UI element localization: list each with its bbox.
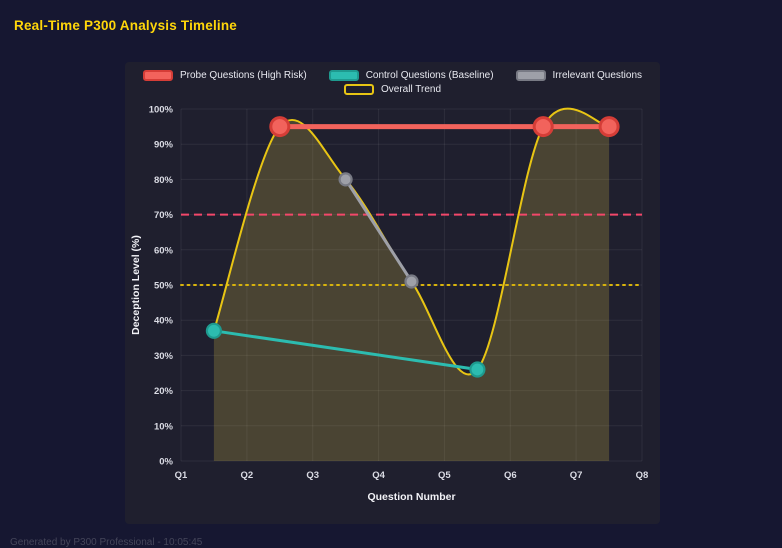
- svg-text:Q6: Q6: [504, 470, 517, 481]
- legend-swatch-irrelevant: [515, 70, 546, 81]
- svg-text:Q7: Q7: [570, 470, 583, 481]
- svg-text:40%: 40%: [154, 316, 174, 327]
- legend-label-trend: Overall Trend: [380, 84, 442, 95]
- svg-text:Q5: Q5: [438, 470, 451, 481]
- svg-text:20%: 20%: [154, 386, 174, 397]
- timeline-line-chart: 0% 10% 20% 30% 40% 50% 60% 70% 80% 90% 100% Q1 Q2 Q3 Q…: [125, 97, 660, 512]
- svg-text:60%: 60%: [154, 245, 174, 256]
- svg-text:70%: 70%: [154, 210, 174, 221]
- chart-legend: Probe Questions (High Risk) Control Ques…: [142, 70, 643, 95]
- svg-text:Q2: Q2: [241, 470, 254, 481]
- svg-text:Question Number: Question Number: [367, 491, 455, 503]
- legend-item-probe-questions[interactable]: Probe Questions (High Risk): [142, 70, 307, 81]
- page-title: Real-Time P300 Analysis Timeline: [14, 18, 238, 33]
- legend-swatch-control: [328, 70, 359, 81]
- footer-note: Generated by P300 Professional - 10:05:4…: [10, 537, 203, 548]
- chart-panel: Probe Questions (High Risk) Control Ques…: [125, 62, 660, 524]
- legend-row-2: Overall Trend: [343, 84, 442, 95]
- svg-text:Q4: Q4: [372, 470, 385, 481]
- legend-item-control-questions[interactable]: Control Questions (Baseline): [328, 70, 494, 81]
- svg-text:Deception Level (%): Deception Level (%): [130, 235, 142, 335]
- legend-item-irrelevant-questions[interactable]: Irrelevant Questions: [515, 70, 643, 81]
- svg-text:10%: 10%: [154, 421, 174, 432]
- legend-label-irrelevant: Irrelevant Questions: [552, 70, 643, 81]
- legend-label-control: Control Questions (Baseline): [365, 70, 494, 81]
- svg-text:50%: 50%: [154, 281, 174, 292]
- legend-swatch-trend: [343, 84, 374, 95]
- legend-swatch-probe: [142, 70, 173, 81]
- legend-label-probe: Probe Questions (High Risk): [179, 70, 307, 81]
- svg-text:100%: 100%: [149, 105, 174, 116]
- svg-text:Q3: Q3: [306, 470, 319, 481]
- legend-row-1: Probe Questions (High Risk) Control Ques…: [142, 70, 643, 81]
- svg-text:Q8: Q8: [636, 470, 649, 481]
- svg-text:30%: 30%: [154, 351, 174, 362]
- legend-item-overall-trend[interactable]: Overall Trend: [343, 84, 442, 95]
- svg-text:90%: 90%: [154, 140, 174, 151]
- svg-text:Q1: Q1: [175, 470, 188, 481]
- svg-text:80%: 80%: [154, 175, 174, 186]
- svg-text:0%: 0%: [159, 457, 173, 468]
